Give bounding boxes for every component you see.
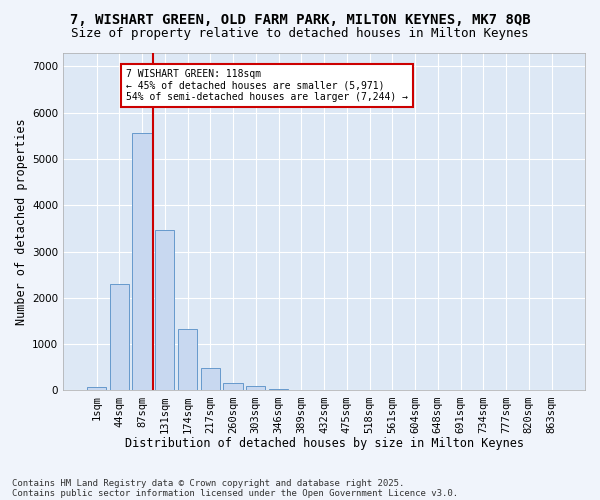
X-axis label: Distribution of detached houses by size in Milton Keynes: Distribution of detached houses by size … xyxy=(125,437,524,450)
Y-axis label: Number of detached properties: Number of detached properties xyxy=(15,118,28,325)
Text: 7, WISHART GREEN, OLD FARM PARK, MILTON KEYNES, MK7 8QB: 7, WISHART GREEN, OLD FARM PARK, MILTON … xyxy=(70,12,530,26)
Bar xyxy=(246,386,265,390)
Bar xyxy=(87,387,106,390)
Text: Contains public sector information licensed under the Open Government Licence v3: Contains public sector information licen… xyxy=(12,488,458,498)
Bar xyxy=(133,132,152,390)
Bar xyxy=(110,284,129,391)
Bar xyxy=(269,388,288,390)
Bar xyxy=(178,330,197,390)
Bar xyxy=(223,382,243,390)
Bar xyxy=(155,230,175,390)
Text: Contains HM Land Registry data © Crown copyright and database right 2025.: Contains HM Land Registry data © Crown c… xyxy=(12,478,404,488)
Text: Size of property relative to detached houses in Milton Keynes: Size of property relative to detached ho… xyxy=(71,28,529,40)
Text: 7 WISHART GREEN: 118sqm
← 45% of detached houses are smaller (5,971)
54% of semi: 7 WISHART GREEN: 118sqm ← 45% of detache… xyxy=(126,68,408,102)
Bar xyxy=(200,368,220,390)
